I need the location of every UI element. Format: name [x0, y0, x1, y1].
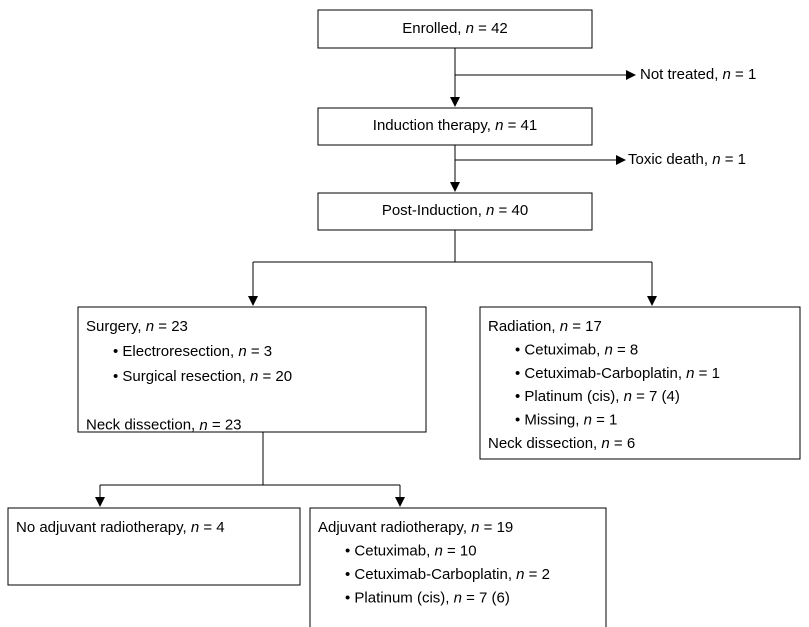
- exit-label: Toxic death, n = 1: [628, 151, 746, 168]
- node-item: • Cetuximab, n = 10: [345, 542, 477, 559]
- node-item: • Cetuximab, n = 8: [515, 341, 638, 358]
- node-item: • Electroresection, n = 3: [113, 343, 272, 360]
- exit-label: Not treated, n = 1: [640, 66, 756, 83]
- node-item: • Cetuximab-Carboplatin, n = 2: [345, 566, 550, 583]
- node-label: No adjuvant radiotherapy, n = 4: [16, 519, 225, 536]
- node-box: [317, 192, 593, 231]
- node-label: Post-Induction, n = 40: [382, 202, 528, 219]
- node-box: [317, 9, 593, 49]
- node-label: Induction therapy, n = 41: [373, 117, 537, 134]
- node-box: [479, 306, 801, 460]
- node-box: [77, 306, 427, 433]
- edges: [95, 48, 657, 507]
- node-item: • Missing, n = 1: [515, 412, 617, 429]
- node-item: • Platinum (cis), n = 7 (4): [515, 388, 680, 405]
- node-label: Neck dissection, n = 6: [488, 435, 635, 452]
- node-item: • Platinum (cis), n = 7 (6): [345, 589, 510, 606]
- node-label: Radiation, n = 17: [488, 318, 602, 335]
- node-box: [309, 507, 607, 627]
- node-label: Neck dissection, n = 23: [86, 417, 242, 434]
- node-box: [7, 507, 301, 586]
- node-box: [317, 107, 593, 146]
- node-label: Surgery, n = 23: [86, 318, 188, 335]
- node-label: Enrolled, n = 42: [402, 20, 508, 37]
- node-item: • Surgical resection, n = 20: [113, 368, 292, 385]
- node-item: • Cetuximab-Carboplatin, n = 1: [515, 365, 720, 382]
- node-label: Adjuvant radiotherapy, n = 19: [318, 519, 513, 536]
